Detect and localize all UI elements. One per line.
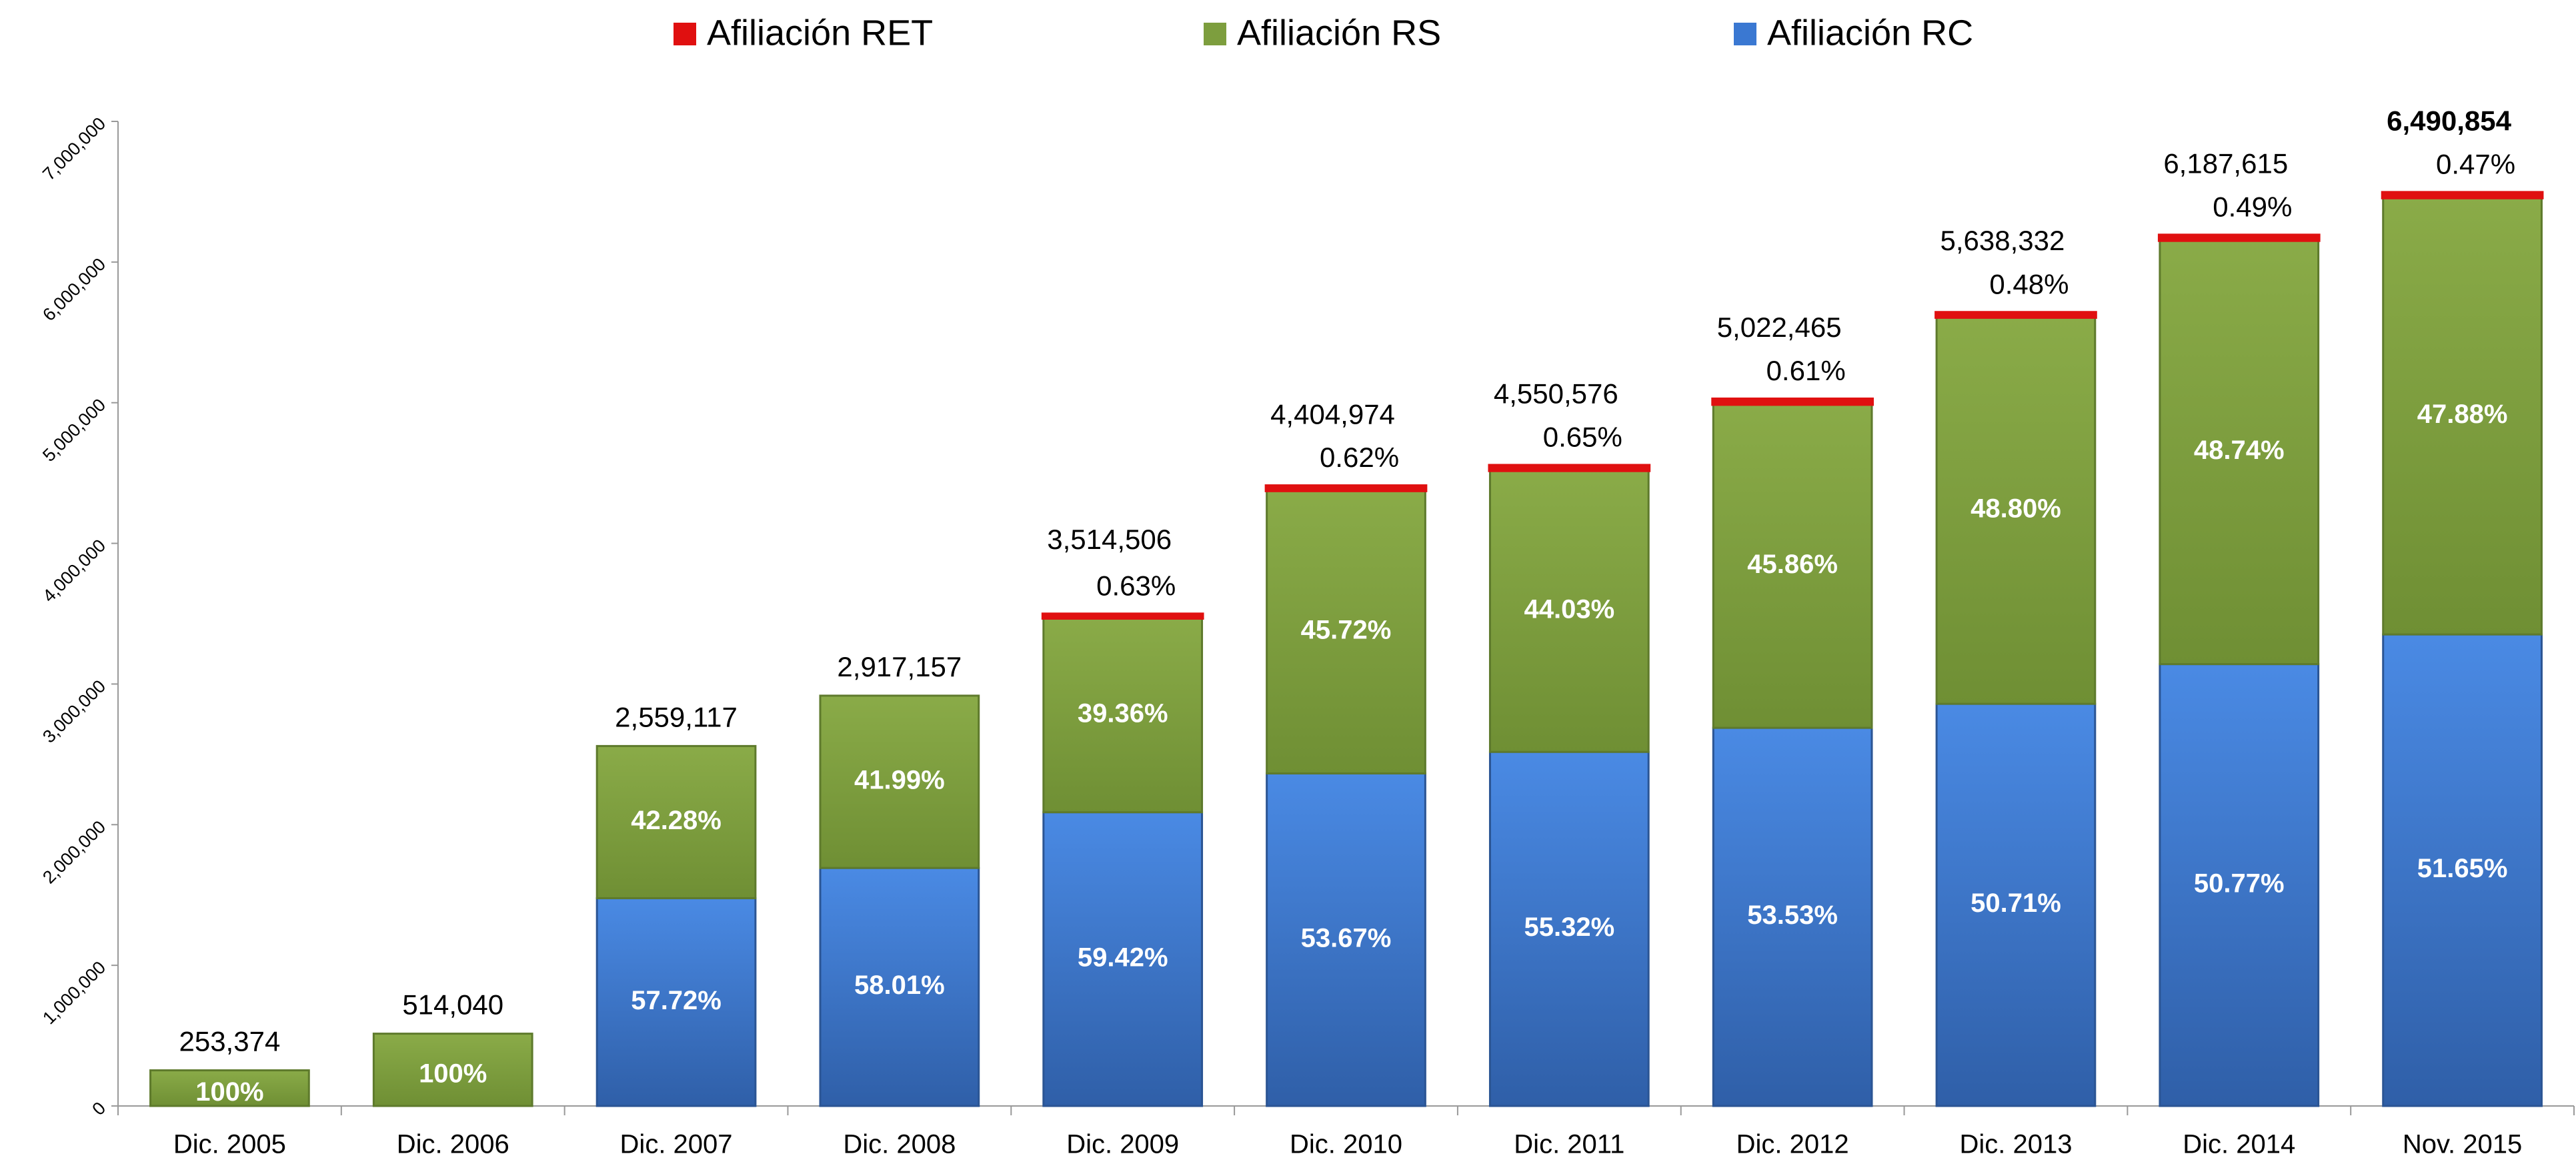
bar-segment: [1266, 489, 1426, 775]
x-tick-label: Dic. 2014: [2183, 1130, 2295, 1159]
segment-label: 58.01%: [854, 971, 945, 1000]
bar-segment: [595, 897, 757, 1107]
total-label: 5,022,465: [1717, 312, 1842, 343]
x-tick-label: Dic. 2008: [843, 1130, 956, 1159]
y-tick-label: 4,000,000: [39, 536, 109, 606]
y-tick-label: 6,000,000: [39, 254, 109, 325]
ret-label: 0.49%: [2213, 191, 2292, 222]
ret-label: 0.48%: [1989, 268, 2069, 300]
ret-segment: [2157, 233, 2321, 242]
segment-label: 44.03%: [1524, 595, 1614, 624]
bar-segment: [595, 744, 757, 900]
legend-swatch: [674, 23, 696, 45]
ret-label: 0.61%: [1766, 355, 1846, 386]
x-tick-label: Dic. 2012: [1736, 1130, 1849, 1159]
total-label: 2,917,157: [837, 651, 962, 682]
bar-segment: [1935, 316, 2097, 705]
ret-segment: [2381, 191, 2544, 199]
ret-segment: [1935, 311, 2097, 319]
legend-label: Afiliación RS: [1237, 13, 1441, 53]
segment-label: 45.86%: [1747, 550, 1838, 579]
segment-label: 47.88%: [2417, 400, 2508, 429]
total-label: 4,550,576: [1494, 378, 1618, 410]
bar-segment: [2382, 633, 2543, 1107]
legend-label: Afiliación RET: [707, 13, 933, 53]
bar-segment: [2159, 663, 2320, 1107]
ret-segment: [1041, 612, 1204, 620]
bar-segment: [372, 1033, 533, 1107]
segment-label: 55.32%: [1524, 913, 1614, 942]
bar-segment: [819, 866, 980, 1107]
ret-label: 0.47%: [2436, 148, 2515, 179]
legend-label: Afiliación RC: [1767, 13, 1973, 53]
ret-label: 0.62%: [1320, 442, 1399, 473]
bar-segment: [149, 1069, 310, 1107]
bar-segment: [1712, 726, 1873, 1107]
x-tick-label: Dic. 2007: [620, 1130, 733, 1159]
segment-label: 57.72%: [631, 986, 722, 1015]
bar-segment: [2382, 196, 2543, 636]
bar-segment: [1488, 750, 1650, 1107]
bar-segment: [819, 694, 980, 869]
segment-label: 42.28%: [631, 806, 722, 835]
segment-label: 48.80%: [1971, 494, 2061, 524]
x-tick-label: Dic. 2005: [173, 1130, 286, 1159]
ret-label: 0.63%: [1096, 570, 1176, 601]
y-tick-label: 3,000,000: [39, 676, 109, 746]
total-label: 3,514,506: [1047, 524, 1172, 555]
y-tick-label: 7,000,000: [39, 113, 109, 184]
segment-label: 100%: [195, 1077, 263, 1107]
segment-label: 51.65%: [2417, 854, 2508, 883]
legend-swatch: [1204, 23, 1226, 45]
segment-label: 48.74%: [2194, 436, 2285, 465]
total-label: 6,187,615: [2163, 147, 2288, 179]
bar-segment: [1042, 811, 1204, 1107]
total-label: 5,638,332: [1941, 225, 2065, 256]
x-tick-label: Dic. 2006: [397, 1130, 509, 1159]
y-tick-label: 2,000,000: [39, 816, 109, 887]
segment-label: 50.77%: [2194, 868, 2285, 898]
total-label: 514,040: [402, 989, 503, 1021]
y-tick-label: 5,000,000: [39, 395, 109, 466]
x-tick-label: Nov. 2015: [2403, 1130, 2522, 1159]
bar-segment: [1266, 772, 1426, 1107]
x-tick-label: Dic. 2009: [1066, 1130, 1179, 1159]
bar-segment: [1935, 702, 2097, 1107]
total-label: 6,490,854: [2387, 105, 2511, 136]
x-tick-label: Dic. 2013: [1959, 1130, 2072, 1159]
total-label: 4,404,974: [1270, 398, 1395, 430]
bar-segment: [2159, 239, 2320, 666]
ret-segment: [1488, 464, 1651, 472]
ret-segment: [1264, 484, 1428, 492]
x-tick-label: Dic. 2010: [1290, 1130, 1402, 1159]
segment-label: 53.53%: [1747, 901, 1838, 930]
segment-label: 50.71%: [1971, 889, 2061, 918]
total-label: 253,374: [179, 1026, 280, 1057]
segment-label: 41.99%: [854, 766, 945, 795]
total-label: 2,559,117: [615, 701, 738, 732]
bar-segment: [1712, 402, 1873, 729]
y-tick-label: 1,000,000: [39, 957, 109, 1028]
y-tick-label: 0: [88, 1098, 109, 1119]
x-tick-label: Dic. 2011: [1514, 1130, 1624, 1159]
legend-swatch: [1734, 23, 1756, 45]
segment-label: 39.36%: [1078, 698, 1168, 728]
segment-label: 53.67%: [1301, 923, 1392, 953]
segment-label: 59.42%: [1078, 943, 1168, 972]
segment-label: 100%: [419, 1059, 487, 1088]
ret-label: 0.65%: [1543, 422, 1622, 453]
segment-label: 45.72%: [1301, 616, 1392, 645]
bar-segment: [1488, 469, 1650, 753]
ret-segment: [1711, 397, 1874, 406]
